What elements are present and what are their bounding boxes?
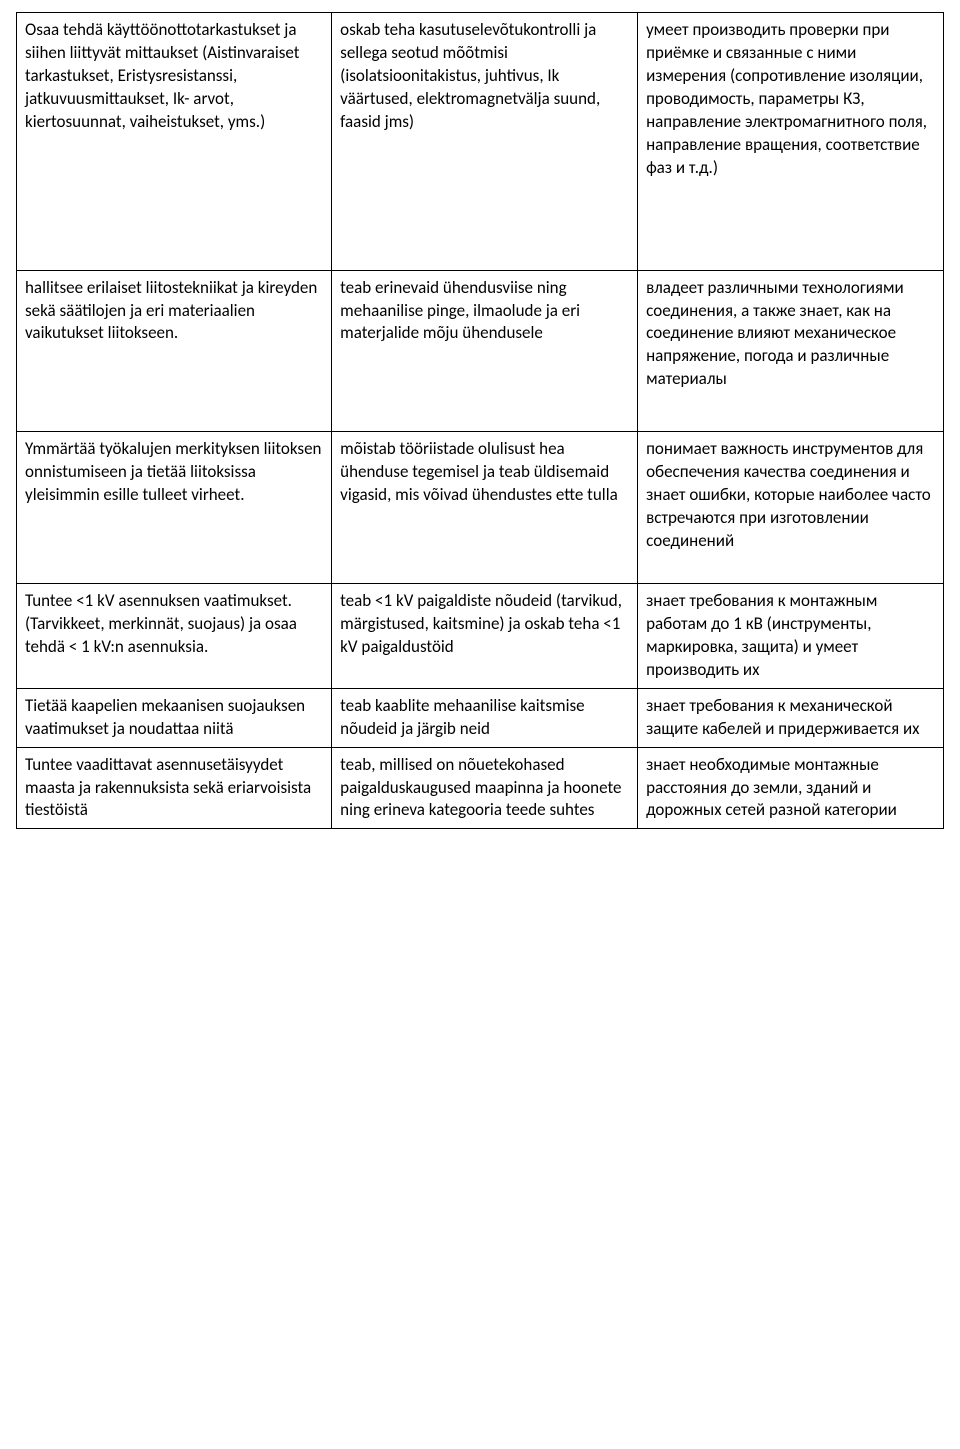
table-cell: teab <1 kV paigaldiste nõudeid (tarvikud… xyxy=(332,583,638,688)
table-cell: владеет различными технологиями соединен… xyxy=(638,270,944,432)
table-cell: знает требования к механической защите к… xyxy=(638,688,944,747)
table-cell: oskab teha kasutuselevõtukontrolli ja se… xyxy=(332,13,638,271)
competency-table: Osaa tehdä käyttöönottotarkastukset ja s… xyxy=(16,12,944,829)
table-cell: понимает важность инструментов для обесп… xyxy=(638,432,944,584)
table-row: Tietää kaapelien mekaanisen suojauksen v… xyxy=(17,688,944,747)
table-cell: hallitsee erilaiset liitostekniikat ja k… xyxy=(17,270,332,432)
table-cell: Tuntee vaadittavat asennusetäisyydet maa… xyxy=(17,747,332,829)
table-row: Tuntee vaadittavat asennusetäisyydet maa… xyxy=(17,747,944,829)
table-cell: teab kaablite mehaanilise kaitsmise nõud… xyxy=(332,688,638,747)
table-body: Osaa tehdä käyttöönottotarkastukset ja s… xyxy=(17,13,944,829)
table-cell: Tuntee <1 kV asennuksen vaatimukset. (Ta… xyxy=(17,583,332,688)
table-cell: teab erinevaid ühendusviise ning mehaani… xyxy=(332,270,638,432)
table-cell: Ymmärtää työkalujen merkityksen liitokse… xyxy=(17,432,332,584)
table-cell: Tietää kaapelien mekaanisen suojauksen v… xyxy=(17,688,332,747)
table-cell: Osaa tehdä käyttöönottotarkastukset ja s… xyxy=(17,13,332,271)
table-cell: mõistab tööriistade olulisust hea ühendu… xyxy=(332,432,638,584)
table-cell: умеет производить проверки при приёмке и… xyxy=(638,13,944,271)
table-row: Ymmärtää työkalujen merkityksen liitokse… xyxy=(17,432,944,584)
table-row: hallitsee erilaiset liitostekniikat ja k… xyxy=(17,270,944,432)
table-row: Osaa tehdä käyttöönottotarkastukset ja s… xyxy=(17,13,944,271)
table-cell: знает необходимые монтажные расстояния д… xyxy=(638,747,944,829)
table-cell: знает требования к монтажным работам до … xyxy=(638,583,944,688)
table-cell: teab, millised on nõuetekohased paigaldu… xyxy=(332,747,638,829)
table-row: Tuntee <1 kV asennuksen vaatimukset. (Ta… xyxy=(17,583,944,688)
